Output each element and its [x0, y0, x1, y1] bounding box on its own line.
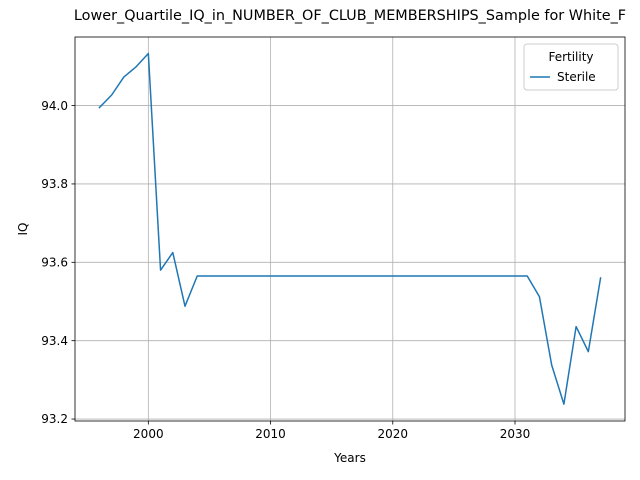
y-axis-ticks: 93.2 93.4 93.6 93.8 94.0	[41, 99, 75, 426]
y-tick-label: 94.0	[41, 99, 68, 113]
chart-title: Lower_Quartile_IQ_in_NUMBER_OF_CLUB_MEMB…	[74, 8, 626, 24]
x-tick-label: 2000	[133, 427, 164, 441]
y-tick-label: 93.2	[41, 412, 68, 426]
legend: Fertility Sterile	[523, 43, 619, 91]
legend-title: Fertility	[548, 50, 593, 64]
x-tick-label: 2020	[378, 427, 409, 441]
legend-box	[523, 43, 619, 91]
y-axis-label: IQ	[16, 223, 30, 236]
x-tick-label: 2030	[500, 427, 531, 441]
grid	[75, 37, 625, 421]
series-line-sterile	[98, 52, 602, 405]
series-layer	[98, 52, 602, 405]
x-tick-label: 2010	[255, 427, 286, 441]
y-tick-label: 93.8	[41, 177, 68, 191]
x-axis-label: Years	[333, 451, 366, 465]
y-tick-label: 93.4	[41, 334, 68, 348]
legend-label-sterile: Sterile	[557, 70, 596, 84]
x-axis-ticks: 2000 2010 2020 2030	[133, 421, 530, 441]
plot-area-frame	[74, 36, 626, 422]
y-tick-label: 93.6	[41, 256, 68, 270]
